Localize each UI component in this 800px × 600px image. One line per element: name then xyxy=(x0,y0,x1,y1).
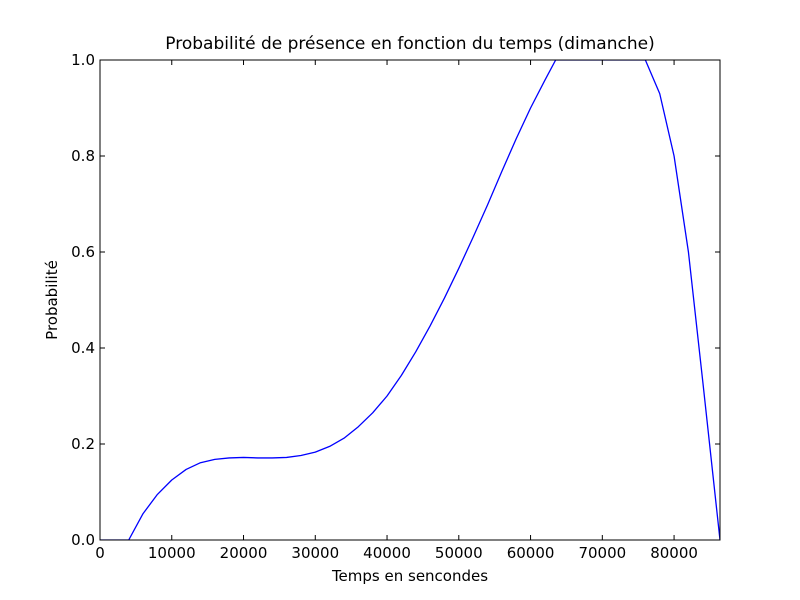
series-line-0 xyxy=(100,60,720,540)
x-tick-label: 80000 xyxy=(650,544,698,562)
x-tick-label: 20000 xyxy=(220,544,268,562)
y-tick-label: 0.0 xyxy=(71,531,95,549)
x-tick-label: 30000 xyxy=(291,544,339,562)
x-tick-label: 0 xyxy=(95,544,105,562)
y-tick-label: 0.6 xyxy=(71,243,95,261)
y-tick-label: 0.8 xyxy=(71,147,95,165)
y-tick-label: 1.0 xyxy=(71,51,95,69)
x-tick-label: 40000 xyxy=(363,544,411,562)
x-tick-label: 60000 xyxy=(507,544,555,562)
x-axis-label: Temps en sencondes xyxy=(331,567,489,585)
x-tick-label: 10000 xyxy=(148,544,196,562)
y-tick-label: 0.2 xyxy=(71,435,95,453)
axes-frame xyxy=(99,59,721,541)
chart-title: Probabilité de présence en fonction du t… xyxy=(165,34,655,54)
x-tick-label: 70000 xyxy=(578,544,626,562)
x-tick-label: 50000 xyxy=(435,544,483,562)
y-tick-label: 0.4 xyxy=(71,339,95,357)
